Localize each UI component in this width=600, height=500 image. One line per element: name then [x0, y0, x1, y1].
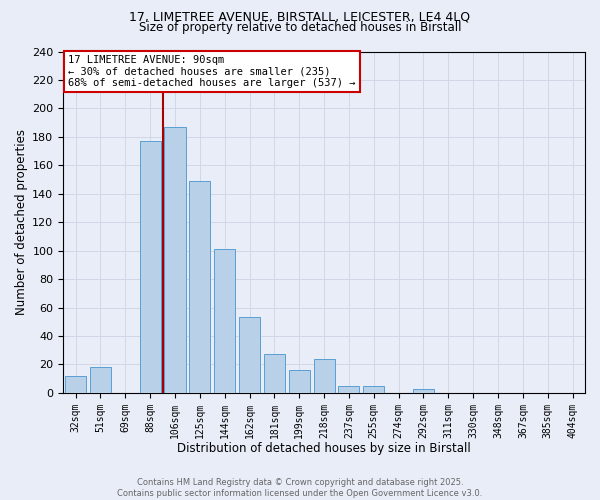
Text: 17, LIMETREE AVENUE, BIRSTALL, LEICESTER, LE4 4LQ: 17, LIMETREE AVENUE, BIRSTALL, LEICESTER… — [130, 11, 470, 24]
Y-axis label: Number of detached properties: Number of detached properties — [15, 129, 28, 315]
Bar — [264, 354, 285, 393]
Bar — [239, 318, 260, 393]
Text: Contains HM Land Registry data © Crown copyright and database right 2025.
Contai: Contains HM Land Registry data © Crown c… — [118, 478, 482, 498]
Bar — [363, 386, 385, 393]
Bar — [189, 181, 211, 393]
Bar — [140, 141, 161, 393]
Bar — [214, 249, 235, 393]
Text: Size of property relative to detached houses in Birstall: Size of property relative to detached ho… — [139, 21, 461, 34]
Text: 17 LIMETREE AVENUE: 90sqm
← 30% of detached houses are smaller (235)
68% of semi: 17 LIMETREE AVENUE: 90sqm ← 30% of detac… — [68, 55, 356, 88]
Bar — [413, 388, 434, 393]
Bar — [314, 358, 335, 393]
X-axis label: Distribution of detached houses by size in Birstall: Distribution of detached houses by size … — [177, 442, 471, 455]
Bar — [90, 368, 111, 393]
Bar — [338, 386, 359, 393]
Bar — [65, 376, 86, 393]
Bar — [164, 127, 185, 393]
Bar — [289, 370, 310, 393]
